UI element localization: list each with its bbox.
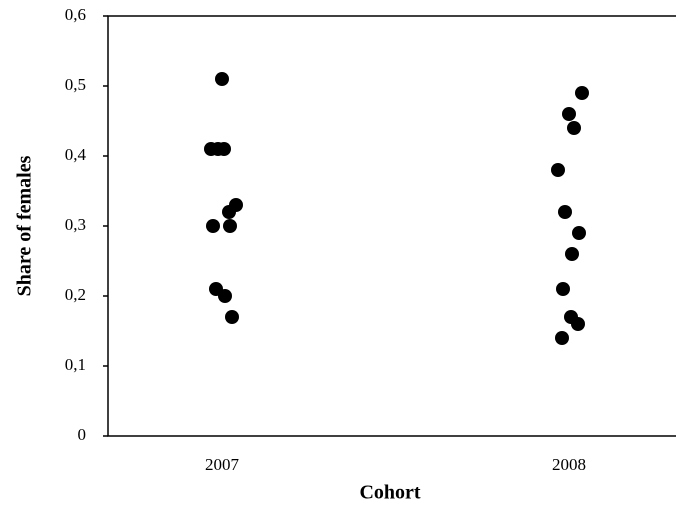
plot-frame [107,15,676,437]
data-point [555,331,569,345]
data-point [551,163,565,177]
y-tick-label: 0,6 [65,5,86,24]
data-point [572,226,586,240]
data-point [215,72,229,86]
y-tick-label: 0 [78,425,87,444]
data-point [222,205,236,219]
data-point [223,219,237,233]
x-tick-label: 2008 [552,455,586,474]
y-tick-label: 0,5 [65,75,86,94]
data-point [206,219,220,233]
data-point [558,205,572,219]
y-tick-label: 0,1 [65,355,86,374]
data-point [556,282,570,296]
data-point [217,142,231,156]
data-point [225,310,239,324]
data-point [575,86,589,100]
data-point [218,289,232,303]
y-tick-label: 0,2 [65,285,86,304]
x-tick-label: 2007 [205,455,240,474]
x-axis-label: Cohort [359,482,420,504]
y-axis-label: Share of females [14,155,36,296]
data-point [571,317,585,331]
y-tick-label: 0,4 [65,145,87,164]
data-point [562,107,576,121]
y-tick-label: 0,3 [65,215,86,234]
data-point [565,247,579,261]
data-point [567,121,581,135]
